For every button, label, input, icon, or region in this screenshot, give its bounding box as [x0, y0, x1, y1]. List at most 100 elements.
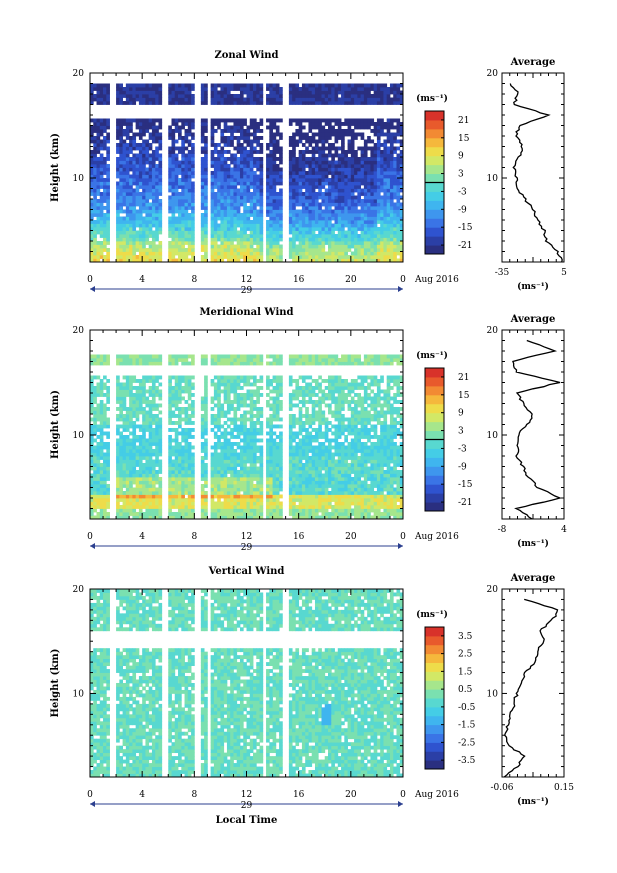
heatmap-cell [344, 178, 348, 182]
heatmap-cell [103, 206, 107, 210]
heatmap-cell [367, 209, 371, 214]
heatmap-cell [122, 118, 127, 123]
heatmap-cell [266, 202, 270, 207]
heatmap-cell [187, 90, 192, 95]
heatmap-cell [213, 157, 218, 161]
heatmap-cell [155, 132, 159, 137]
heatmap-cell [129, 125, 133, 130]
heatmap-cell [239, 220, 244, 224]
heatmap-cell [174, 498, 179, 502]
heatmap-cell [151, 139, 156, 144]
heatmap-cell [145, 101, 150, 105]
heatmap-cell [122, 417, 127, 422]
heatmap-cell [90, 181, 94, 186]
heatmap-cell [103, 97, 107, 102]
heatmap-cell [90, 139, 94, 144]
heatmap-cell [116, 428, 120, 432]
heatmap-cell [204, 216, 208, 221]
heatmap-cell [363, 146, 368, 151]
heatmap-cell [347, 213, 352, 217]
heatmap-cell [253, 195, 257, 200]
heatmap-cell [90, 445, 94, 450]
heatmap-cell [230, 167, 234, 172]
heatmap-cell [93, 354, 97, 359]
heatmap-cell [96, 386, 101, 390]
heatmap-cell [181, 125, 185, 130]
heatmap-cell [132, 90, 137, 95]
heatmap-cell [383, 178, 388, 182]
heatmap-cell [158, 122, 163, 126]
heatmap-cell [116, 150, 120, 154]
heatmap-cell [279, 237, 283, 242]
heatmap-cell [138, 459, 143, 464]
heatmap-cell [106, 206, 110, 210]
heatmap-cell [275, 164, 280, 168]
heatmap-cell [151, 417, 156, 422]
heatmap-cell [360, 241, 365, 245]
heatmap-cell [324, 216, 329, 221]
heatmap-cell [266, 167, 270, 172]
heatmap-cell [187, 477, 192, 481]
heatmap-cell [181, 192, 185, 196]
heatmap-cell [243, 220, 247, 224]
heatmap-cell [125, 473, 130, 478]
heatmap-cell [399, 167, 404, 172]
heatmap-cell [230, 157, 234, 161]
heatmap-cell [269, 153, 273, 158]
heatmap-cell [151, 505, 156, 509]
heatmap-cell [119, 132, 123, 137]
heatmap-cell [158, 244, 163, 249]
heatmap-cell [168, 487, 172, 492]
heatmap-cell [151, 449, 156, 453]
heatmap-cell [145, 396, 150, 401]
heatmap-cell [181, 258, 185, 263]
heatmap-cell [178, 470, 182, 474]
heatmap-cell [138, 122, 143, 126]
heatmap-cell [328, 164, 332, 168]
heatmap-cell [399, 164, 404, 168]
heatmap-cell [151, 463, 156, 467]
heatmap-cell [148, 153, 153, 158]
heatmap-cell [132, 248, 137, 252]
heatmap-cell [171, 494, 176, 499]
heatmap-cell [305, 174, 309, 179]
heatmap-cell [230, 139, 234, 144]
heatmap-cell [360, 192, 365, 196]
heatmap-cell [158, 101, 163, 105]
heatmap-cell [191, 118, 195, 123]
heatmap-cell [148, 512, 153, 516]
heatmap-cell [331, 188, 335, 193]
heatmap-cell [288, 181, 293, 186]
heatmap-cell [171, 512, 176, 516]
heatmap-cell [363, 83, 368, 88]
heatmap-cell [363, 202, 368, 207]
heatmap-cell [138, 424, 143, 429]
heatmap-cell [217, 101, 221, 105]
heatmap-cell [344, 255, 348, 259]
colorbar-tick-label: 9 [458, 152, 464, 162]
heatmap-cell [360, 153, 365, 158]
heatmap-cell [151, 153, 156, 158]
heatmap-cell [380, 220, 384, 224]
heatmap-cell [132, 494, 137, 499]
heatmap-cell [321, 90, 326, 95]
heatmap-cell [220, 227, 225, 231]
heatmap-cell [292, 139, 296, 144]
heatmap-cell [191, 150, 195, 154]
heatmap-cell [135, 164, 140, 168]
heatmap-cell [119, 206, 123, 210]
heatmap-cell [148, 470, 153, 474]
heatmap-cell [246, 216, 251, 221]
heatmap-cell [181, 90, 185, 95]
heatmap-cell [393, 192, 397, 196]
heatmap-cell [187, 118, 192, 123]
heatmap-cell [187, 153, 192, 158]
heatmap-cell [354, 94, 358, 98]
heatmap-cell [178, 379, 182, 383]
heatmap-cell [181, 101, 185, 105]
heatmap-cell [236, 174, 241, 179]
heatmap-cell [171, 216, 176, 221]
heatmap-cell [341, 241, 345, 245]
heatmap-cell [259, 94, 264, 98]
heatmap-cell [135, 195, 140, 200]
